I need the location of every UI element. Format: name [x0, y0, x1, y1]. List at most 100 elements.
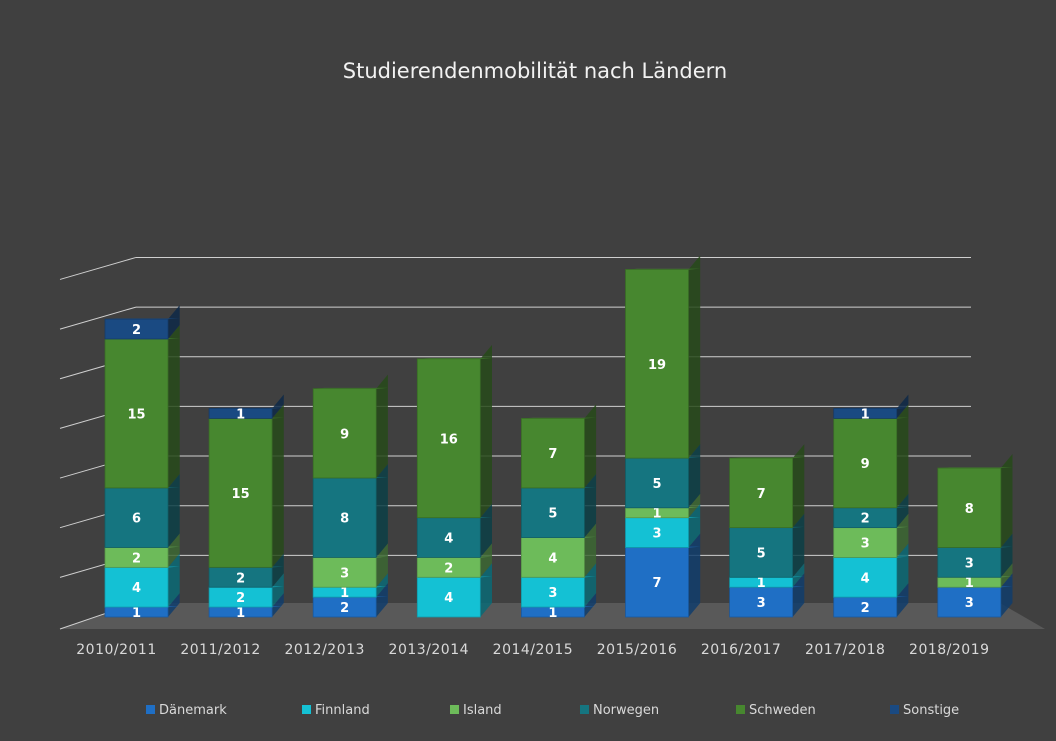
bar-segment: 2	[208, 573, 284, 608]
data-label: 1	[340, 586, 349, 601]
bar-front	[104, 318, 169, 340]
bar-front	[104, 566, 169, 608]
bar-front	[833, 417, 898, 509]
legend-swatch	[450, 705, 459, 714]
bar-segment: 2	[416, 543, 492, 578]
data-label: 16	[440, 432, 458, 447]
bar-front	[312, 388, 377, 479]
x-axis-labels: 2010/2011 2011/2012 2012/2013 2013/2014 2014…	[76, 642, 989, 658]
bar-side	[480, 344, 492, 518]
bar-segment: 5	[729, 513, 805, 578]
bar-segment: 8	[937, 454, 1013, 548]
data-label: 2	[340, 601, 349, 616]
legend-swatch	[890, 705, 899, 714]
data-label: 2	[861, 512, 870, 527]
bar-side	[1000, 563, 1013, 588]
bar-front	[729, 457, 793, 529]
bar-segment: 3	[625, 503, 701, 548]
bar-front	[833, 527, 898, 558]
bar-front	[833, 408, 898, 419]
bar-side	[688, 503, 701, 548]
bar-segment: 4	[416, 563, 492, 618]
bar-side	[1000, 533, 1013, 578]
bar-front	[312, 477, 377, 558]
data-label: 1	[236, 606, 245, 621]
x-tick-label: 2015/2016	[597, 642, 677, 658]
data-label: 3	[652, 527, 661, 542]
legend-swatch	[736, 705, 745, 714]
bar-side	[584, 404, 597, 488]
bar-side	[1000, 573, 1013, 617]
legend-item: Dänemark	[146, 703, 227, 718]
bar-front	[104, 338, 169, 489]
data-label: 3	[548, 586, 557, 601]
bar-front	[937, 586, 1002, 618]
legend-label: Island	[463, 703, 502, 718]
bar-side	[688, 444, 701, 508]
data-label: 2	[236, 591, 245, 606]
bar-front	[416, 576, 481, 618]
x-tick-label: 2018/2019	[909, 642, 989, 658]
bar-side	[272, 573, 284, 608]
x-tick-label: 2014/2015	[493, 642, 573, 658]
legend-label: Finnland	[315, 703, 370, 718]
legend-item: Norwegen	[580, 703, 659, 718]
bar-front	[625, 269, 689, 459]
x-tick-label: 2017/2018	[805, 642, 885, 658]
bar-segment: 1	[833, 394, 909, 422]
bar-segment: 4	[416, 503, 492, 558]
legend-item: Schweden	[736, 703, 816, 718]
data-label: 19	[648, 358, 666, 373]
bar-side	[896, 493, 909, 528]
data-label: 1	[132, 606, 141, 621]
data-label: 2	[236, 571, 245, 586]
bar-side	[168, 473, 180, 548]
gridline-side	[59, 306, 137, 330]
bar-front	[729, 527, 793, 578]
bar-side	[168, 324, 180, 488]
bar-side	[584, 473, 597, 538]
legend-swatch	[580, 705, 589, 714]
data-label: 4	[444, 532, 453, 547]
bar-side	[376, 463, 388, 558]
bar-side	[168, 593, 180, 617]
x-tick-label: 2011/2012	[180, 642, 260, 658]
bar-segment: 4	[521, 523, 597, 578]
bar-side	[272, 593, 284, 617]
bar-front	[416, 358, 481, 519]
legend: Dänemark Finnland Island Norwegen Schweden So…	[146, 703, 959, 718]
bar-front	[625, 547, 689, 618]
bar-segment: 4	[104, 553, 180, 608]
data-label: 15	[232, 487, 250, 502]
data-label: 3	[757, 596, 766, 611]
bar-side	[376, 583, 388, 617]
data-label: 4	[132, 581, 141, 596]
bar-side	[376, 543, 388, 588]
bar-side	[792, 444, 805, 528]
data-label: 8	[340, 512, 349, 527]
bar-side	[272, 394, 284, 419]
bar-side	[896, 513, 909, 558]
x-tick-label: 2016/2017	[701, 642, 781, 658]
chart-title: Studierendenmobilität nach Ländern	[343, 59, 727, 83]
data-label: 3	[340, 566, 349, 581]
bar-front	[625, 457, 689, 509]
bar-segment: 7	[729, 444, 805, 529]
bar-side	[792, 513, 805, 578]
bar-segment: 19	[625, 255, 701, 459]
bar-side	[896, 394, 909, 419]
bar-side	[272, 553, 284, 588]
legend-item: Island	[450, 703, 502, 718]
bar-segment: 7	[625, 533, 701, 618]
bar-front	[833, 557, 898, 598]
legend-swatch	[146, 705, 155, 714]
bar-segment: 3	[521, 563, 597, 608]
bar-side	[376, 573, 388, 598]
data-label: 2	[132, 551, 141, 566]
data-label: 2	[444, 561, 453, 576]
bars: 1426152122151213894241613457731519315724…	[104, 255, 1013, 621]
data-label: 5	[548, 507, 557, 522]
bar-segment: 9	[833, 404, 909, 509]
legend-item: Sonstige	[890, 703, 959, 718]
